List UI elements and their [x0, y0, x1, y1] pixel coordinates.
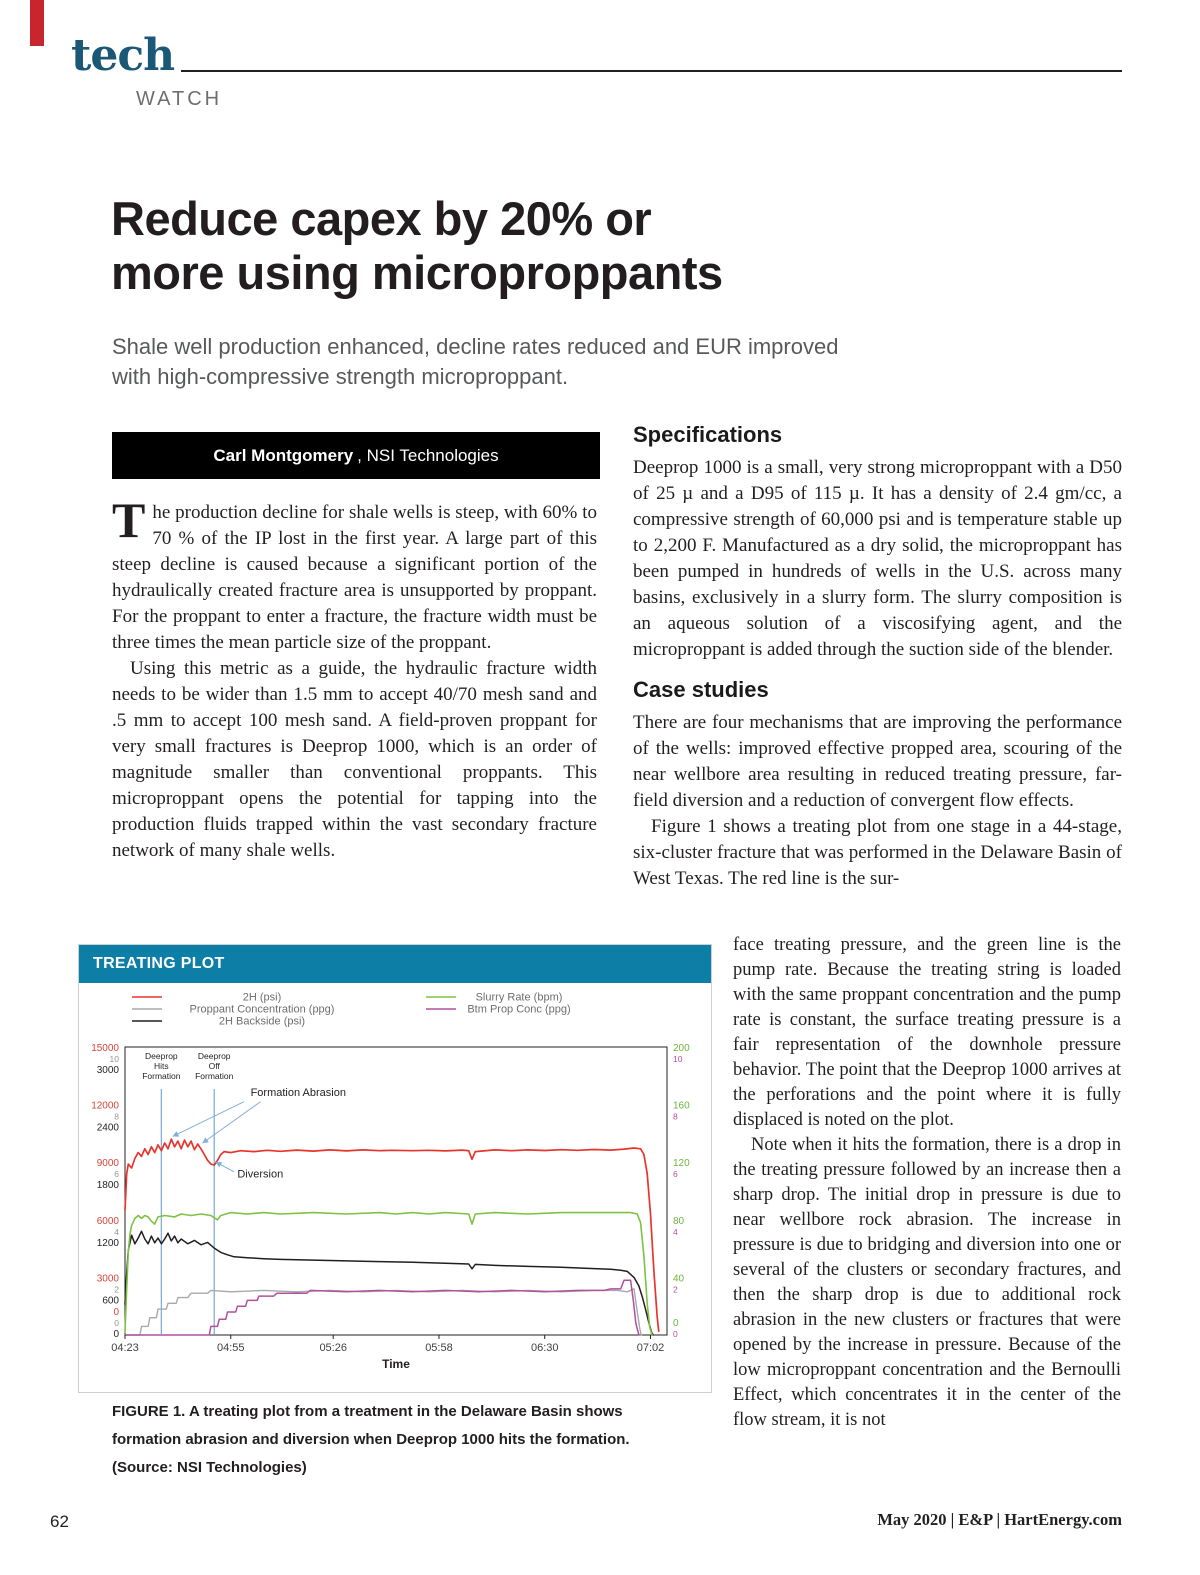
svg-text:160: 160 [673, 1101, 690, 1112]
svg-text:1800: 1800 [97, 1180, 120, 1191]
svg-text:07:02: 07:02 [637, 1342, 665, 1354]
masthead-brand: tech [71, 30, 175, 81]
svg-text:8: 8 [673, 1112, 678, 1122]
drop-cap: T [112, 492, 146, 548]
treating-plot-svg: DeepropHitsFormationDeepropOffFormation2… [91, 992, 690, 1372]
figure-caption-line-2: formation abrasion and diversion when De… [112, 1431, 630, 1448]
svg-text:2: 2 [114, 1284, 119, 1294]
svg-text:Btm Prop Conc (ppg): Btm Prop Conc (ppg) [467, 1004, 570, 1016]
svg-text:04:23: 04:23 [111, 1342, 139, 1354]
svg-text:6000: 6000 [97, 1216, 120, 1227]
case-studies-paragraph-1: There are four mechanisms that are impro… [633, 712, 1122, 811]
svg-text:80: 80 [673, 1216, 685, 1227]
svg-text:06:30: 06:30 [531, 1342, 559, 1354]
svg-text:10: 10 [110, 1054, 120, 1064]
svg-text:Diversion: Diversion [237, 1169, 283, 1181]
byline-affiliation: , NSI Technologies [357, 445, 499, 465]
svg-text:Formation: Formation [142, 1071, 181, 1081]
svg-text:3000: 3000 [97, 1065, 120, 1076]
svg-text:120: 120 [673, 1158, 690, 1169]
svg-text:Slurry Rate (bpm): Slurry Rate (bpm) [476, 992, 563, 1004]
svg-text:05:58: 05:58 [425, 1342, 453, 1354]
case-studies-heading: Case studies [633, 677, 769, 702]
figure-title-bar: TREATING PLOT [79, 945, 711, 983]
svg-text:0: 0 [673, 1318, 679, 1329]
svg-text:4: 4 [114, 1227, 119, 1237]
svg-text:2400: 2400 [97, 1123, 120, 1134]
svg-text:Off: Off [209, 1061, 221, 1071]
svg-text:Deeprop: Deeprop [198, 1051, 231, 1061]
headline: Reduce capex by 20% or more using microp… [111, 192, 723, 299]
svg-text:8: 8 [114, 1112, 119, 1122]
svg-text:9000: 9000 [97, 1158, 120, 1169]
svg-text:Time: Time [382, 1357, 410, 1371]
specifications-body: Deeprop 1000 is a small, very strong mic… [633, 457, 1122, 660]
dek: Shale well production enhanced, decline … [112, 334, 839, 389]
svg-text:Deeprop: Deeprop [145, 1051, 178, 1061]
svg-text:0: 0 [114, 1318, 119, 1328]
masthead-watch: WATCH [136, 88, 223, 110]
footer-credit: May 2020 | E&P | HartEnergy.com [877, 1510, 1122, 1529]
svg-text:05:26: 05:26 [319, 1342, 347, 1354]
right-column-narrow: face treating pressure, and the green li… [733, 933, 1121, 1433]
svg-text:2H Backside (psi): 2H Backside (psi) [219, 1016, 305, 1028]
svg-text:0: 0 [673, 1329, 678, 1339]
figure-caption: FIGURE 1. A treating plot from a treatme… [112, 1398, 732, 1482]
svg-text:4: 4 [673, 1227, 678, 1237]
svg-text:15000: 15000 [91, 1043, 119, 1054]
page-number: 62 [50, 1512, 69, 1531]
svg-text:600: 600 [102, 1295, 119, 1306]
svg-text:40: 40 [673, 1273, 685, 1284]
svg-text:6: 6 [673, 1169, 678, 1179]
svg-text:10: 10 [673, 1054, 683, 1064]
byline-box: Carl Montgomery , NSI Technologies [112, 432, 600, 479]
masthead-red-bar [30, 0, 44, 46]
svg-text:1200: 1200 [97, 1238, 120, 1249]
intro-paragraph-2: Using this metric as a guide, the hydrau… [112, 658, 597, 861]
right-column: Specifications Deeprop 1000 is a small, … [633, 422, 1122, 892]
case-studies-paragraph-3: Note when it hits the formation, there i… [733, 1135, 1121, 1430]
svg-text:Proppant Concentration (ppg): Proppant Concentration (ppg) [190, 1004, 335, 1016]
svg-text:0: 0 [113, 1307, 119, 1318]
svg-text:0: 0 [113, 1329, 119, 1340]
svg-text:2: 2 [673, 1284, 678, 1294]
figure-caption-line-1: FIGURE 1. A treating plot from a treatme… [112, 1403, 623, 1420]
svg-text:2H (psi): 2H (psi) [243, 992, 282, 1004]
specifications-heading: Specifications [633, 422, 783, 447]
svg-text:12000: 12000 [91, 1101, 119, 1112]
svg-text:Hits: Hits [154, 1061, 169, 1071]
svg-text:Formation Abrasion: Formation Abrasion [251, 1087, 346, 1099]
svg-text:04:55: 04:55 [217, 1342, 245, 1354]
svg-text:200: 200 [673, 1043, 690, 1054]
svg-text:3000: 3000 [97, 1273, 120, 1284]
case-studies-paragraph-2-wide: Figure 1 shows a treating plot from one … [633, 816, 1122, 889]
figure-caption-line-3: (Source: NSI Technologies) [112, 1459, 307, 1476]
byline-author: Carl Montgomery [213, 445, 354, 465]
svg-text:Formation: Formation [195, 1071, 234, 1081]
masthead-rule [181, 70, 1122, 72]
case-studies-paragraph-2-narrow: face treating pressure, and the green li… [733, 935, 1121, 1130]
svg-text:6: 6 [114, 1169, 119, 1179]
figure-1: TREATING PLOT Deeprop Hits Formation Deepro… [78, 944, 712, 1393]
